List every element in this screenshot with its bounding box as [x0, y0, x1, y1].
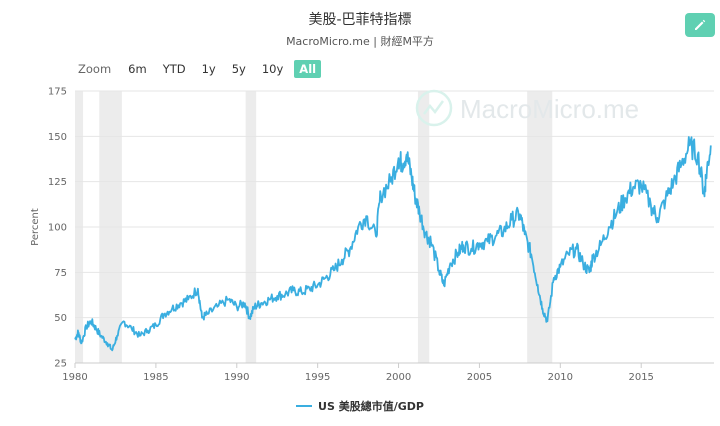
x-tick-label: 1990	[224, 372, 249, 383]
range-button-1y[interactable]: 1y	[201, 62, 216, 76]
y-tick-label: 100	[48, 223, 67, 234]
chart-logo-icon	[415, 89, 453, 127]
chart-title: 美股-巴菲特指標	[308, 12, 412, 28]
watermark: MacroMicro.me	[415, 89, 639, 127]
chart-subtitle: MacroMicro.me | 財經M平方	[286, 35, 434, 48]
x-tick-label: 1980	[62, 372, 87, 383]
x-tick-label: 2010	[548, 372, 573, 383]
x-tick-label: 2005	[467, 372, 492, 383]
range-button-all[interactable]: All	[294, 60, 322, 78]
range-button-ytd[interactable]: YTD	[162, 62, 186, 76]
y-tick-label: 175	[48, 87, 67, 98]
range-button-5y[interactable]: 5y	[231, 62, 246, 76]
y-tick-label: 50	[54, 313, 67, 324]
x-tick-label: 2015	[628, 372, 653, 383]
edit-button[interactable]	[685, 13, 715, 37]
watermark-text: MacroMicro.me	[460, 94, 639, 124]
x-tick-label: 1995	[305, 372, 330, 383]
range-button-6m[interactable]: 6m	[128, 62, 147, 76]
legend-swatch	[296, 405, 313, 407]
grid-lines	[75, 90, 714, 364]
x-tick-label: 1985	[143, 372, 168, 383]
axes: 25 50 75 100 125 150 175 1980 1985 1990 1995 2000 20…	[48, 87, 714, 383]
legend-label: US 美股總市值/GDP	[318, 400, 424, 413]
legend[interactable]: US 美股總市值/GDP	[0, 398, 720, 414]
y-tick-label: 25	[54, 359, 67, 370]
x-tick-label: 2000	[386, 372, 411, 383]
range-selector: Zoom 6m YTD 1y 5y 10y All	[78, 59, 327, 79]
series-layer	[74, 136, 712, 352]
y-axis-label: Percent	[30, 208, 41, 246]
y-tick-label: 150	[48, 132, 67, 143]
y-tick-label: 75	[54, 268, 67, 279]
y-tick-label: 125	[48, 177, 67, 188]
zoom-label: Zoom	[78, 62, 112, 76]
pencil-icon	[695, 19, 706, 30]
series-line-0	[74, 136, 712, 352]
range-button-10y[interactable]: 10y	[261, 62, 284, 76]
